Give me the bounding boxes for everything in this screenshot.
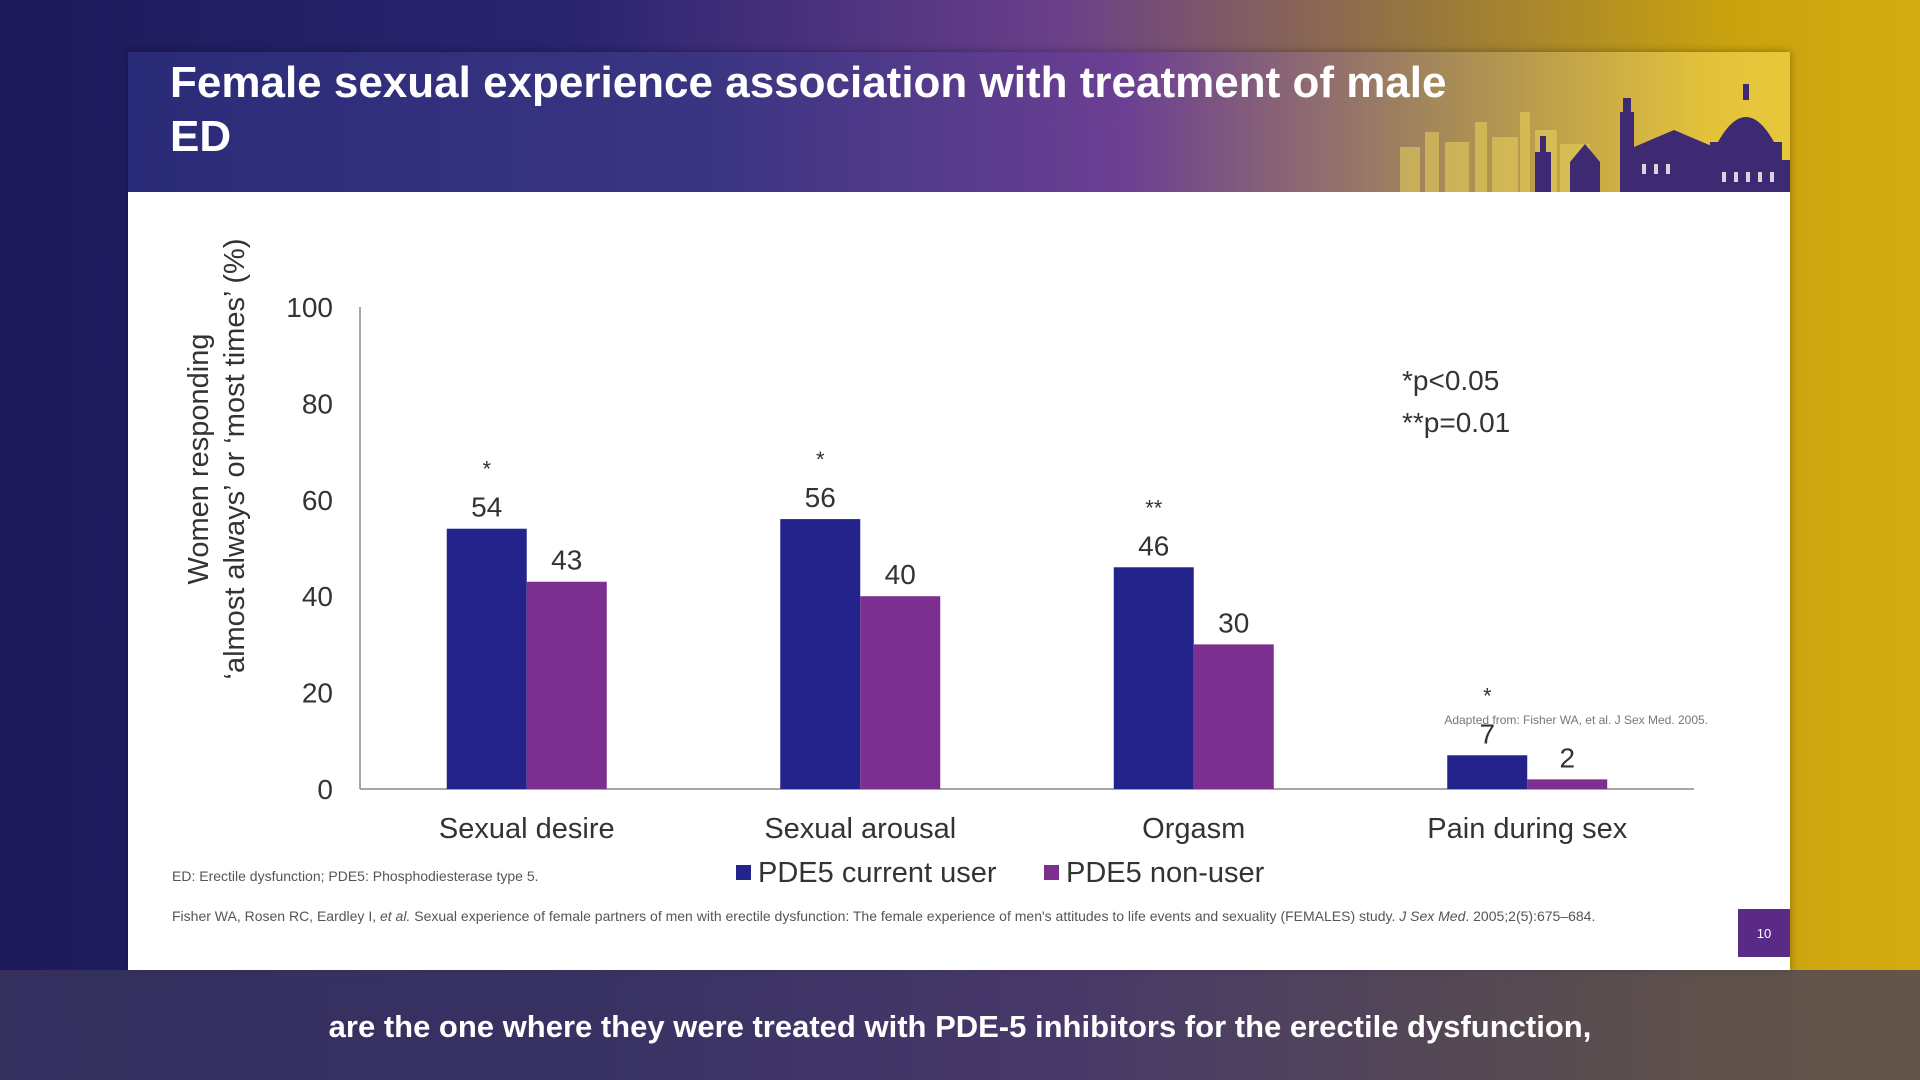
subtitle-bar xyxy=(0,970,1920,1080)
slide-title: Female sexual experience association wit… xyxy=(170,58,1447,161)
significance-marker: * xyxy=(482,457,491,482)
data-label: 56 xyxy=(805,482,836,513)
bar xyxy=(860,596,941,789)
bar xyxy=(1113,567,1194,789)
reference-etal: et al. xyxy=(379,908,411,924)
x-tick-labels: Sexual desire Sexual arousal Orgasm Pain du… xyxy=(439,813,1628,845)
abbreviations-footnote: ED: Erectile dysfunction; PDE5: Phosphod… xyxy=(172,868,539,884)
legend-label: PDE5 current user xyxy=(758,857,997,889)
legend-swatch xyxy=(1044,865,1059,880)
bar xyxy=(446,528,527,789)
y-axis-title-line2: ‘almost always’ or ‘most times’ (%) xyxy=(219,239,251,680)
data-label: 7 xyxy=(1479,718,1495,749)
x-tick-label: Sexual desire xyxy=(439,813,615,845)
reference-journal: J Sex Med xyxy=(1399,908,1466,924)
bar xyxy=(1193,644,1274,789)
data-label: 43 xyxy=(551,545,582,576)
significance-marker: * xyxy=(816,447,825,472)
data-label: 46 xyxy=(1138,530,1169,561)
significance-marker: * xyxy=(1483,683,1492,708)
page-number: 10 xyxy=(1738,909,1790,957)
y-tick-label: 100 xyxy=(286,292,333,323)
legend: PDE5 current user PDE5 non-user xyxy=(736,857,1265,889)
bar xyxy=(1447,755,1528,789)
y-tick-label: 40 xyxy=(302,581,333,612)
data-label: 30 xyxy=(1218,607,1249,638)
reference-title: Sexual experience of female partners of … xyxy=(410,908,1400,924)
bar xyxy=(1527,779,1608,789)
y-tick-label: 80 xyxy=(302,388,333,419)
bar xyxy=(780,519,861,789)
reference: Fisher WA, Rosen RC, Eardley I, et al. S… xyxy=(172,907,1692,925)
y-tick-label: 60 xyxy=(302,485,333,516)
y-tick-label: 0 xyxy=(317,774,333,805)
source-note: Adapted from: Fisher WA, et al. J Sex Me… xyxy=(1444,713,1708,727)
city-skyline-icon xyxy=(1400,84,1790,192)
significance-legend-item: **p=0.01 xyxy=(1402,407,1510,438)
y-axis-title-line1: Women responding xyxy=(183,334,215,585)
x-tick-label: Orgasm xyxy=(1142,813,1245,845)
significance-marker: ** xyxy=(1145,495,1163,520)
legend-label: PDE5 non-user xyxy=(1066,857,1265,889)
slide-header: Female sexual experience association wit… xyxy=(128,52,1790,192)
x-tick-label: Pain during sex xyxy=(1427,813,1627,845)
x-tick-label: Sexual arousal xyxy=(764,813,956,845)
reference-authors: Fisher WA, Rosen RC, Eardley I, xyxy=(172,908,380,924)
data-label: 40 xyxy=(885,559,916,590)
significance-legend-item: *p<0.05 xyxy=(1402,365,1499,396)
significance-legend: *p<0.05 **p=0.01 xyxy=(1402,365,1510,438)
video-subtitle: are the one where they were treated with… xyxy=(328,1009,1592,1044)
y-tick-label: 20 xyxy=(302,678,333,709)
bars xyxy=(446,519,1608,789)
data-label: 54 xyxy=(471,492,502,523)
slide: Female sexual experience association wit… xyxy=(128,52,1790,970)
data-label: 2 xyxy=(1559,742,1575,773)
legend-swatch xyxy=(736,865,751,880)
bar-chart: Women responding ‘almost always’ or ‘mos… xyxy=(183,239,1708,889)
data-labels: 54 * 43 56 * 40 46 ** 30 7 * 2 xyxy=(471,447,1575,773)
y-axis-title: Women responding ‘almost always’ or ‘mos… xyxy=(183,239,251,680)
y-ticks: 0 20 40 60 80 100 xyxy=(286,292,333,805)
reference-citation: . 2005;2(5):675–684. xyxy=(1465,908,1596,924)
bar xyxy=(526,581,607,789)
